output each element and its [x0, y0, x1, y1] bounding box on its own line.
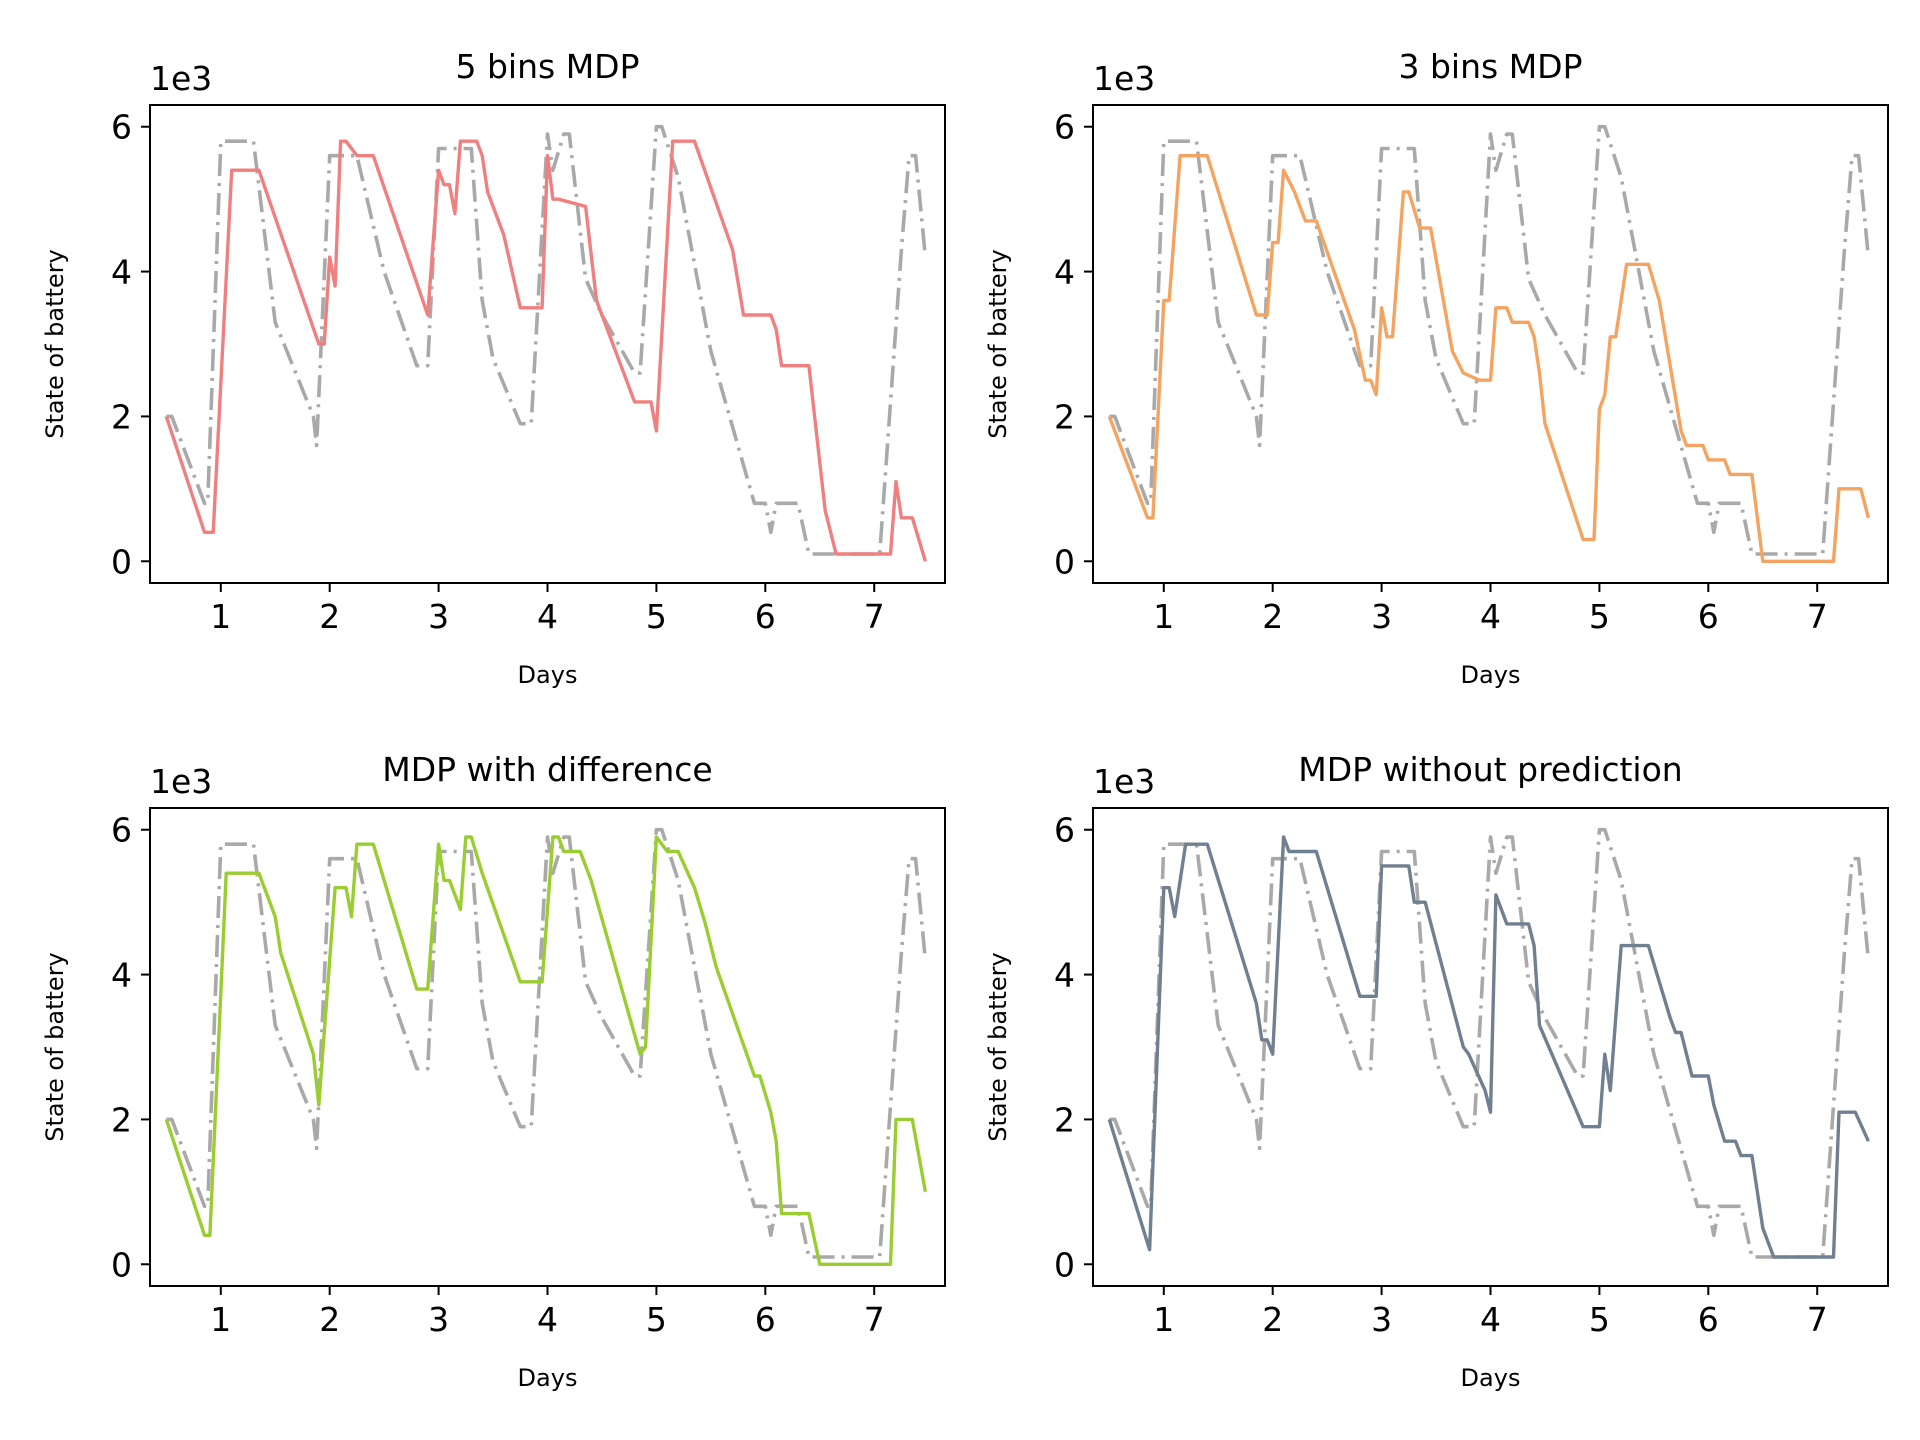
- x-tick-label: 1: [210, 1300, 231, 1339]
- x-tick-label: 4: [1480, 1300, 1501, 1339]
- x-tick-label: 6: [1698, 597, 1719, 636]
- x-tick-label: 3: [428, 597, 449, 636]
- x-axis-label-3: Days: [518, 1364, 578, 1392]
- x-tick-label: 2: [319, 1300, 340, 1339]
- reference-line-3: [166, 827, 928, 1259]
- reference-line-1: [166, 124, 928, 556]
- chart-panel-2: 1 2 3 4 5 6 7 0 2 4 6 3 bins MDP 1e3 Days State of bat…: [984, 47, 1889, 689]
- y-tick-label: 2: [111, 1100, 132, 1139]
- x-tick-label: 6: [1698, 1300, 1719, 1339]
- x-tick-label: 2: [319, 597, 340, 636]
- x-tick-label: 2: [1262, 1300, 1283, 1339]
- x-tick-label: 5: [646, 1300, 667, 1339]
- policy-line-3: [164, 835, 928, 1267]
- x-tick-label: 1: [210, 597, 231, 636]
- y-tick-label: 6: [1054, 108, 1075, 147]
- y-axis-label-4: State of battery: [984, 952, 1012, 1142]
- x-tick-label: 4: [1480, 597, 1501, 636]
- x-tick-label: 3: [1371, 597, 1392, 636]
- x-tick-label: 1: [1153, 597, 1174, 636]
- y-axis-label-1: State of battery: [41, 249, 69, 439]
- x-tick-label: 7: [1807, 1300, 1828, 1339]
- y-tick-label: 6: [111, 108, 132, 147]
- y-offset-label-4: 1e3: [1093, 762, 1155, 801]
- y-tick-label: 4: [1054, 956, 1075, 995]
- y-tick-label: 2: [1054, 1100, 1075, 1139]
- chart-title-2: 3 bins MDP: [1399, 47, 1583, 86]
- x-tick-label: 7: [864, 597, 885, 636]
- policy-line-4: [1107, 835, 1870, 1259]
- x-tick-label: 7: [864, 1300, 885, 1339]
- policy-line-1: [164, 139, 928, 562]
- y-offset-label-2: 1e3: [1093, 59, 1155, 98]
- chart-title-1: 5 bins MDP: [456, 47, 640, 86]
- y-tick-label: 2: [1054, 397, 1075, 436]
- x-tick-label: 3: [1371, 1300, 1392, 1339]
- x-tick-label: 3: [428, 1300, 449, 1339]
- y-offset-label-1: 1e3: [150, 59, 212, 98]
- x-tick-label: 7: [1807, 597, 1828, 636]
- y-tick-label: 0: [1054, 1245, 1075, 1284]
- y-tick-label: 0: [111, 542, 132, 581]
- x-tick-label: 2: [1262, 597, 1283, 636]
- policy-line-2: [1107, 153, 1871, 563]
- y-axis-label-2: State of battery: [984, 249, 1012, 439]
- x-tick-label: 1: [1153, 1300, 1174, 1339]
- x-tick-label: 5: [1589, 1300, 1610, 1339]
- plot-frame-3: [149, 807, 946, 1287]
- x-tick-label: 4: [537, 1300, 558, 1339]
- reference-line-4: [1109, 827, 1871, 1259]
- y-tick-label: 6: [1054, 811, 1075, 850]
- chart-title-3: MDP with difference: [382, 750, 712, 789]
- x-tick-label: 6: [755, 597, 776, 636]
- x-tick-label: 4: [537, 597, 558, 636]
- y-tick-label: 0: [1054, 542, 1075, 581]
- x-axis-label-1: Days: [518, 661, 578, 689]
- y-tick-label: 4: [111, 956, 132, 995]
- chart-panel-3: 1 2 3 4 5 6 7 0 2 4 6 MDP with difference 1e3 Days Sta…: [41, 750, 946, 1392]
- y-offset-label-3: 1e3: [150, 762, 212, 801]
- x-axis-label-2: Days: [1461, 661, 1521, 689]
- chart-title-4: MDP without prediction: [1298, 750, 1682, 789]
- y-tick-label: 4: [111, 253, 132, 292]
- y-tick-label: 6: [111, 811, 132, 850]
- chart-panel-1: 1 2 3 4 5 6 7 0 2 4 6 5 bins MDP 1e3 Days State of bat…: [41, 47, 946, 689]
- y-tick-label: 4: [1054, 253, 1075, 292]
- x-tick-label: 5: [1589, 597, 1610, 636]
- x-axis-label-4: Days: [1461, 1364, 1521, 1392]
- y-tick-label: 2: [111, 397, 132, 436]
- x-tick-label: 6: [755, 1300, 776, 1339]
- y-axis-label-3: State of battery: [41, 952, 69, 1142]
- reference-line-2: [1109, 124, 1871, 556]
- x-tick-label: 5: [646, 597, 667, 636]
- chart-panel-4: 1 2 3 4 5 6 7 0 2 4 6 MDP without prediction 1e3 Days…: [984, 750, 1889, 1392]
- y-tick-label: 0: [111, 1245, 132, 1284]
